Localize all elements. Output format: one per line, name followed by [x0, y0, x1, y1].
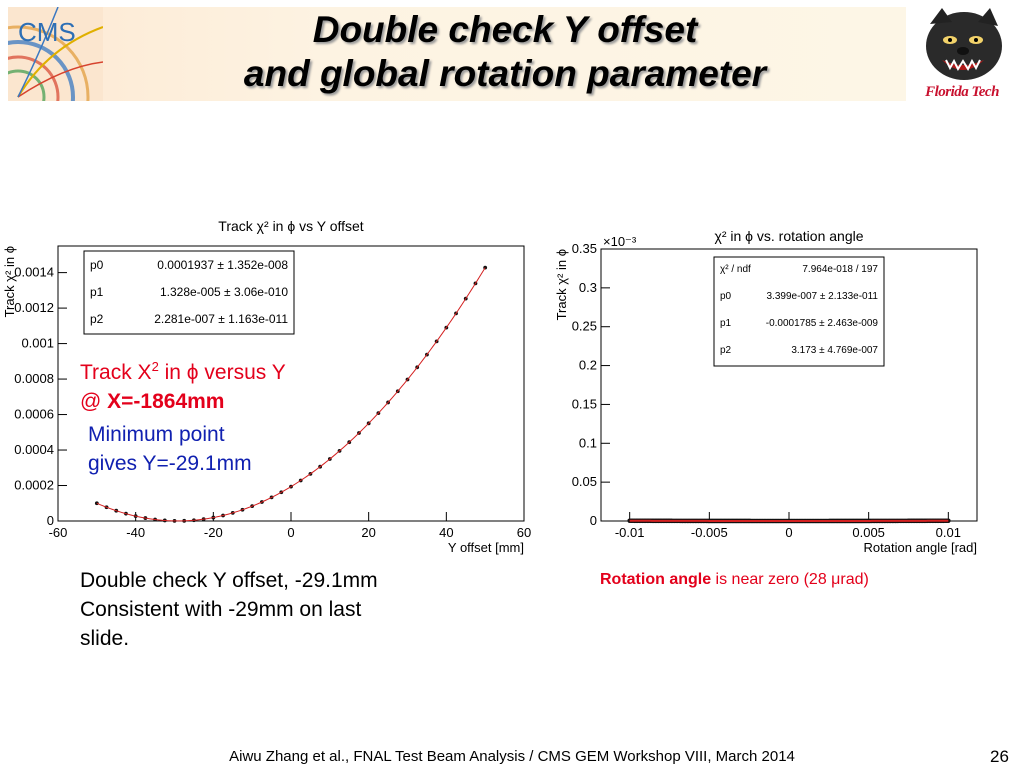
stat-name: p0: [90, 258, 104, 272]
x-tick-label: -20: [204, 525, 223, 540]
conclusion-line-3: slide.: [80, 627, 130, 650]
stat-value: 7.964e-018 / 197: [802, 264, 878, 275]
y-multiplier-label: ×10⁻³: [603, 234, 637, 249]
header-band: [8, 7, 906, 101]
track-x2-annotation: Track X2 in ϕ versus Y @ X=-1864mm: [80, 352, 286, 416]
slide-header: CMS Double check Y offset and global rot…: [0, 0, 1024, 102]
y-tick-label: 0.0014: [14, 265, 54, 280]
y-tick-label: 0: [47, 513, 54, 528]
x-tick-label: -60: [49, 525, 68, 540]
conclusion-text: Double check Y offset, -29.1mm Consisten…: [80, 566, 460, 653]
y-tick-label: 0.35: [572, 241, 597, 256]
stat-value: -0.0001785 ± 2.463e-009: [766, 318, 879, 329]
track-annotation-line-2: @ X=-1864mm: [80, 390, 225, 413]
x-axis-label: Rotation angle [rad]: [864, 540, 977, 555]
y-tick-label: 0.05: [572, 474, 597, 489]
chart-title: Track χ² in ϕ vs Y offset: [218, 218, 363, 234]
y-tick-label: 0.15: [572, 396, 597, 411]
y-tick-label: 0.0004: [14, 442, 54, 457]
stat-value: 3.173 ± 4.769e-007: [791, 345, 878, 356]
track-annotation-line-1: Track X2 in ϕ versus Y: [80, 359, 286, 384]
cms-logo-text: CMS: [18, 17, 76, 47]
y-tick-label: 0.1: [579, 435, 597, 450]
y-tick-label: 0.3: [579, 280, 597, 295]
stat-name: χ² / ndf: [720, 264, 751, 275]
fit-stats-box: [83, 250, 295, 335]
slide-title: Double check Y offset and global rotatio…: [110, 8, 900, 96]
x-tick-label: 0.01: [936, 525, 961, 540]
x-tick-label: -40: [126, 525, 145, 540]
y-tick-label: 0: [590, 513, 597, 528]
stat-value: 2.281e-007 ± 1.163e-011: [154, 312, 288, 326]
y-tick-label: 0.0006: [14, 407, 54, 422]
y-axis-label: Track χ² in ϕ: [2, 246, 17, 317]
chart-chi2-vs-y-offset: Track χ² in ϕ vs Y offset -60 -40 -20 0 20 40 6…: [2, 218, 531, 555]
x-tick-label: 0.005: [852, 525, 885, 540]
x-tick-label: 20: [361, 525, 375, 540]
minimum-point-annotation: Minimum point gives Y=-29.1mm: [88, 420, 252, 478]
stat-value: 0.0001937 ± 1.352e-008: [157, 258, 288, 272]
x-tick-label: 0: [785, 525, 792, 540]
fit-stats-box: [713, 256, 885, 367]
x-tick-label: -0.01: [615, 525, 645, 540]
minimum-annotation-line-2: gives Y=-29.1mm: [88, 452, 252, 475]
x-tick-label: 0: [287, 525, 294, 540]
x-tick-label: 40: [439, 525, 453, 540]
stat-value: 1.328e-005 ± 3.06e-010: [160, 285, 288, 299]
cms-logo: CMS: [8, 7, 103, 101]
y-tick-label: 0.25: [572, 319, 597, 334]
stat-name: p1: [720, 318, 732, 329]
stat-name: p2: [720, 345, 732, 356]
conclusion-line-1: Double check Y offset, -29.1mm: [80, 569, 378, 592]
stat-name: p1: [90, 285, 104, 299]
rotation-caption: Rotation angle is near zero (28 μrad): [600, 571, 869, 588]
chart-chi2-vs-rotation-angle: χ² in ϕ vs. rotation angle -0.01 -0.005 0 0.…: [554, 228, 978, 555]
stat-name: p2: [90, 312, 104, 326]
x-tick-label: 60: [517, 525, 531, 540]
conclusion-line-2: Consistent with -29mm on last: [80, 598, 362, 621]
stat-name: p0: [720, 291, 732, 302]
florida-tech-label: Florida Tech: [925, 84, 999, 100]
title-line-1: Double check Y offset: [312, 9, 698, 50]
fit-curve: [96, 267, 486, 522]
y-tick-label: 0.0012: [14, 300, 54, 315]
florida-tech-panther-logo: [912, 4, 1012, 102]
y-tick-label: 0.2: [579, 358, 597, 373]
page-number: 26: [990, 747, 1009, 766]
y-tick-label: 0.001: [21, 336, 54, 351]
minimum-annotation-line-1: Minimum point: [88, 423, 225, 446]
title-line-2: and global rotation parameter: [243, 53, 767, 94]
y-tick-label: 0.0002: [14, 478, 54, 493]
y-tick-label: 0.0008: [14, 371, 54, 386]
x-tick-label: -0.005: [691, 525, 728, 540]
footer-citation: Aiwu Zhang et al., FNAL Test Beam Analys…: [229, 748, 795, 765]
chart-title: χ² in ϕ vs. rotation angle: [714, 228, 863, 244]
stat-value: 3.399e-007 ± 2.133e-011: [766, 291, 878, 302]
y-axis-label: Track χ² in ϕ: [554, 249, 569, 320]
x-axis-label: Y offset [mm]: [448, 540, 524, 555]
